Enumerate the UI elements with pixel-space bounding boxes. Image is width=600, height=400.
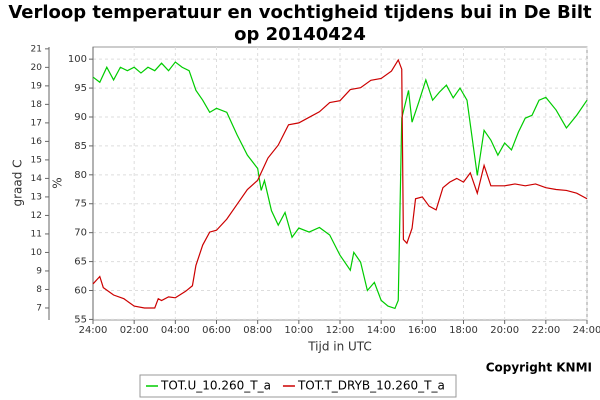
y-tick-label: 18 xyxy=(31,100,43,110)
y-tick-label: 17 xyxy=(31,118,42,128)
y-tick-label: 8 xyxy=(36,285,42,295)
copyright: Copyright KNMI xyxy=(486,361,592,375)
x-tick-label: 04:00 xyxy=(161,325,190,336)
y2-tick-label: 60 xyxy=(74,286,87,297)
y-tick-label: 15 xyxy=(31,155,42,165)
chart-title: Verloop temperatuur en vochtigheid tijde… xyxy=(8,2,592,45)
x-tick-label: 18:00 xyxy=(449,325,478,336)
legend-label: TOT.U_10.260_T_a xyxy=(160,379,271,393)
y2-tick-label: 65 xyxy=(74,257,87,268)
y-tick-label: 20 xyxy=(31,63,43,73)
y2-tick-label: 75 xyxy=(74,199,87,210)
x-tick-label: 14:00 xyxy=(367,325,396,336)
y2-tick-label: 95 xyxy=(74,83,87,94)
series-line xyxy=(92,58,588,309)
y-tick-label: 12 xyxy=(31,211,42,221)
y2-tick-label: 100 xyxy=(68,54,87,65)
plot-area xyxy=(92,46,588,321)
y-tick-label: 13 xyxy=(31,192,42,202)
x-tick-label: 24:00 xyxy=(79,325,108,336)
y-tick-label: 14 xyxy=(31,174,43,184)
y2-tick-label: 85 xyxy=(74,141,87,152)
x-tick-label: 24:00 xyxy=(573,325,600,336)
y-tick-label: 11 xyxy=(31,229,42,239)
x-tick-label: 10:00 xyxy=(284,325,313,336)
y2-tick-label: 70 xyxy=(74,228,87,239)
x-tick-label: 02:00 xyxy=(120,325,149,336)
x-tick-label: 12:00 xyxy=(326,325,355,336)
legend-label: TOT.T_DRYB_10.260_T_a xyxy=(297,379,445,393)
legend xyxy=(139,374,457,398)
y-tick-label: 16 xyxy=(31,137,43,147)
y-tick-label: 9 xyxy=(36,266,42,276)
x-tick-label: 16:00 xyxy=(408,325,437,336)
y2-tick-label: 80 xyxy=(74,170,87,181)
x-tick-label: 20:00 xyxy=(490,325,519,336)
x-axis-label: Tijd in UTC xyxy=(307,340,372,354)
y2-tick-label: 55 xyxy=(74,314,87,325)
x-tick-label: 22:00 xyxy=(531,325,560,336)
series-line xyxy=(92,61,588,310)
x-tick-label: 06:00 xyxy=(202,325,231,336)
y-tick-label: 7 xyxy=(36,303,42,313)
y2-axis-label: % xyxy=(51,177,65,188)
x-tick-label: 08:00 xyxy=(243,325,272,336)
y-tick-label: 19 xyxy=(31,81,43,91)
y-axis-label: graad C xyxy=(11,159,25,206)
y-tick-label: 21 xyxy=(31,44,42,54)
y2-tick-label: 90 xyxy=(74,112,87,123)
y-tick-label: 10 xyxy=(31,248,43,258)
